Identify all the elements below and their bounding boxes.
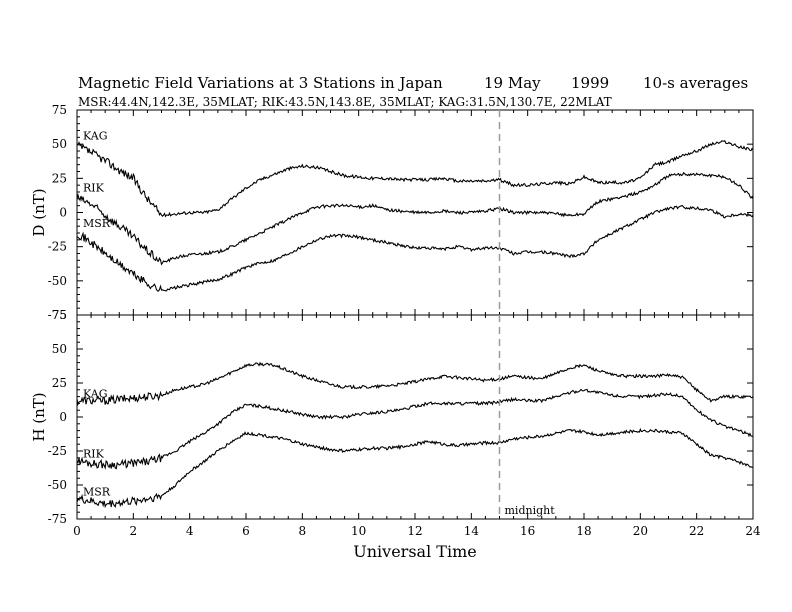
chart-date: 19 May bbox=[484, 74, 541, 92]
xtick-label: 16 bbox=[520, 524, 535, 538]
xtick-label: 2 bbox=[130, 524, 138, 538]
midnight-label: midnight bbox=[505, 504, 556, 517]
station-info: MSR:44.4N,142.3E, 35MLAT; RIK:43.5N,143.… bbox=[78, 95, 612, 109]
h-ytick-label: 25 bbox=[52, 376, 67, 390]
d-ytick-label: -50 bbox=[48, 274, 67, 288]
d-series-rik bbox=[76, 171, 754, 266]
xtick-label: 20 bbox=[633, 524, 648, 538]
chart-title: Magnetic Field Variations at 3 Stations … bbox=[78, 74, 443, 92]
xtick-label: 24 bbox=[745, 524, 761, 538]
d-ytick-label: 75 bbox=[52, 103, 67, 117]
xtick-label: 0 bbox=[73, 524, 81, 538]
chart-year: 1999 bbox=[571, 74, 609, 92]
d-series-label-rik: RIK bbox=[83, 181, 105, 194]
xtick-label: 4 bbox=[186, 524, 194, 538]
xtick-label: 18 bbox=[576, 524, 591, 538]
xtick-label: 8 bbox=[299, 524, 307, 538]
d-ytick-label: 50 bbox=[52, 137, 67, 151]
h-series-kag bbox=[76, 361, 754, 407]
h-series-label-kag: KAG bbox=[83, 388, 108, 401]
h-series-rik bbox=[76, 388, 754, 470]
h-ytick-label: 50 bbox=[52, 342, 67, 356]
xtick-label: 12 bbox=[407, 524, 422, 538]
d-ytick-label: 0 bbox=[59, 206, 67, 220]
chart-averaging: 10-s averages bbox=[643, 74, 748, 92]
h-ytick-label: -75 bbox=[48, 512, 67, 526]
xtick-label: 22 bbox=[689, 524, 704, 538]
d-ytick-label: -75 bbox=[48, 308, 67, 322]
h-ytick-label: 0 bbox=[59, 410, 67, 424]
d-series-label-kag: KAG bbox=[83, 130, 108, 143]
xlabel: Universal Time bbox=[353, 542, 476, 561]
d-ytick-label: -25 bbox=[48, 240, 67, 254]
xtick-label: 6 bbox=[242, 524, 250, 538]
declination-panel: 75 50 25 0 -25 -50 -75 D (nT) KAG RIK MSR bbox=[30, 103, 754, 322]
h-series-label-msr: MSR bbox=[83, 486, 111, 499]
h-series-label-rik: RIK bbox=[83, 448, 105, 461]
xtick-label: 14 bbox=[464, 524, 480, 538]
h-series-msr bbox=[76, 427, 754, 509]
h-ytick-label: 75 bbox=[52, 308, 67, 322]
d-series-kag bbox=[76, 139, 754, 218]
h-ytick-label: -50 bbox=[48, 478, 67, 492]
d-series-label-msr: MSR bbox=[83, 217, 111, 230]
xtick-label: 10 bbox=[351, 524, 366, 538]
d-ylabel: D (nT) bbox=[30, 188, 48, 236]
h-ytick-label: -25 bbox=[48, 444, 67, 458]
d-ytick-label: 25 bbox=[52, 171, 67, 185]
h-panel-frame bbox=[76, 314, 754, 520]
h-ylabel: H (nT) bbox=[30, 392, 48, 441]
d-series-msr bbox=[76, 204, 754, 292]
